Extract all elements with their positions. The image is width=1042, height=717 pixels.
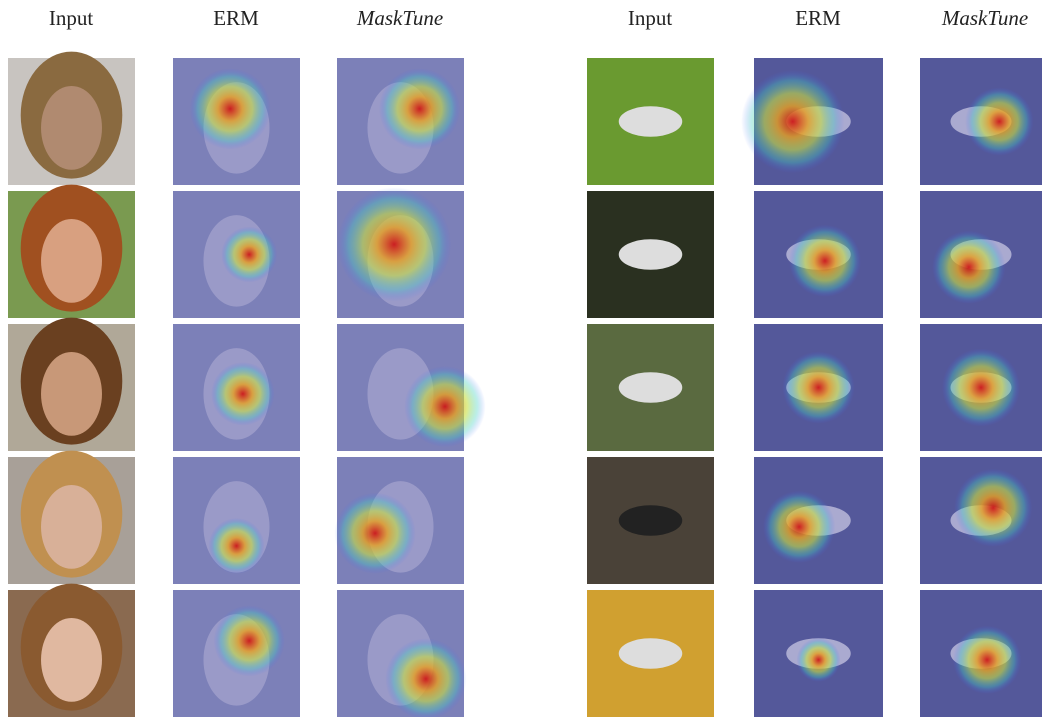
column-header: MaskTune <box>941 6 1028 30</box>
heat-blob <box>788 224 862 297</box>
column-header: Input <box>628 6 672 30</box>
column-header: Input <box>49 6 93 30</box>
heat-blob <box>954 468 1033 547</box>
heat-blob <box>208 517 265 574</box>
column-header: ERM <box>213 6 259 30</box>
heat-blob <box>213 605 285 677</box>
bird <box>618 505 683 536</box>
heat-blob <box>189 68 271 150</box>
heat-blob <box>796 637 841 682</box>
heat-blob <box>334 492 416 574</box>
heat-blob <box>941 348 1021 427</box>
heat-blob <box>952 625 1022 695</box>
bird <box>618 638 683 669</box>
heat-blob <box>211 362 275 426</box>
heat-blob <box>763 490 836 563</box>
heat-blob <box>932 230 1006 304</box>
heat-blob <box>965 87 1034 156</box>
face <box>41 484 102 569</box>
heat-blob <box>378 68 461 150</box>
column-header: ERM <box>795 6 841 30</box>
heat-blob <box>741 69 845 174</box>
face <box>41 218 102 303</box>
heat-blob <box>404 365 486 448</box>
heat-blob <box>221 226 278 283</box>
face <box>41 351 102 436</box>
face <box>41 85 102 170</box>
bird <box>618 372 683 403</box>
bird <box>618 106 683 137</box>
face <box>41 617 102 702</box>
heat-blob <box>782 351 855 424</box>
heat-blob <box>385 638 467 717</box>
bird <box>618 239 683 270</box>
heat-blob <box>337 187 452 302</box>
column-header: MaskTune <box>356 6 443 30</box>
